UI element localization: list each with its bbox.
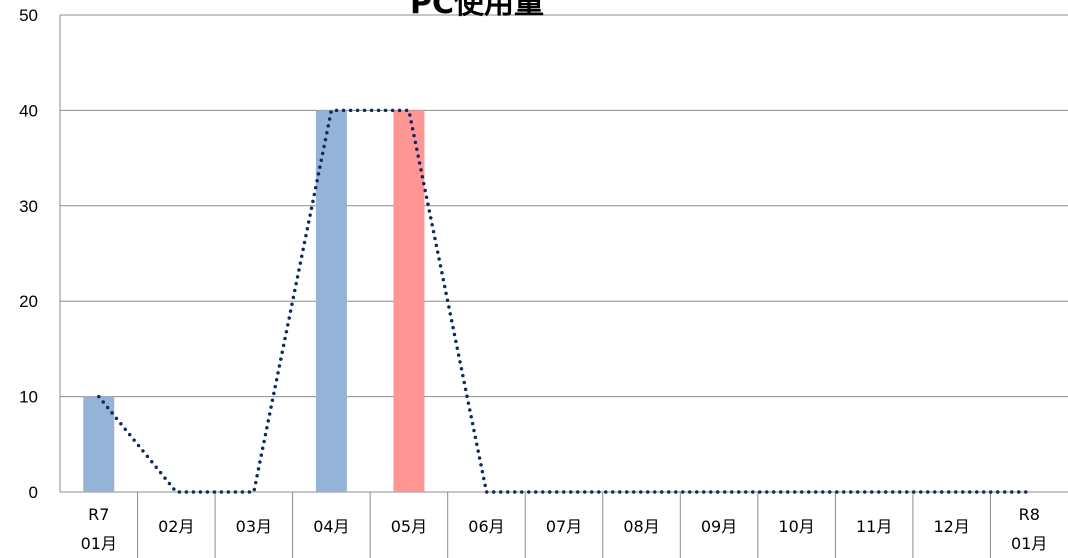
x-tick-label-0: R7 01月 [81, 505, 117, 553]
grid-layer [60, 14, 1068, 398]
x-tick-label-11: 12月 [934, 517, 970, 536]
y-tick-label-20: 20 [19, 292, 38, 311]
x-tick-label-5: 06月 [468, 517, 504, 536]
x-tick-label-6: 07月 [546, 517, 582, 536]
y-tick-label-30: 30 [19, 197, 38, 216]
x-tick-labels: R7 01月 02月 03月 04月 05月 06月 07月 08月 09月 10月 11月 12月 R8… [81, 505, 1048, 553]
axis-layer [59, 15, 1068, 558]
chart-title: PC使用量 [410, 0, 544, 21]
trend-line [97, 108, 1031, 494]
y-tick-label-0: 0 [29, 483, 38, 502]
x-tick-label-8: 09月 [701, 517, 737, 536]
x-tick-label-10: 11月 [856, 517, 892, 536]
x-tick-label-12: R8 01月 [1011, 505, 1047, 553]
x-tick-label-7: 08月 [623, 517, 659, 536]
bar-0 [83, 396, 115, 492]
y-tick-labels: 0 10 20 30 40 50 [19, 6, 38, 502]
y-tick-label-40: 40 [19, 101, 38, 120]
x-tick-label-4: 05月 [391, 517, 427, 536]
bar-layer [83, 110, 425, 493]
y-tick-label-10: 10 [19, 388, 38, 407]
line-layer [97, 108, 1031, 494]
x-tick-label-2: 03月 [236, 517, 272, 536]
x-tick-label-9: 10月 [778, 517, 814, 536]
x-tick-label-3: 04月 [313, 517, 349, 536]
bar-3 [315, 110, 347, 493]
x-tick-label-1: 02月 [158, 517, 194, 536]
bar-4 [393, 110, 425, 493]
y-tick-label-50: 50 [19, 6, 38, 25]
